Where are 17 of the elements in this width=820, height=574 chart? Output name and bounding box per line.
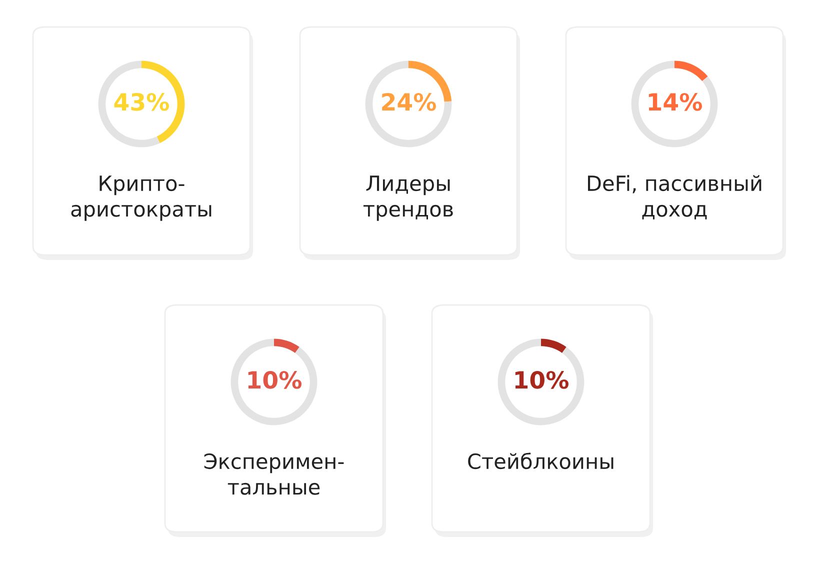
data-label: 14%	[648, 92, 702, 111]
text: Крипто- аристократы	[71, 176, 212, 221]
data-label: 10%	[515, 370, 569, 389]
donut-slice	[674, 60, 708, 82]
donut-slice	[631, 60, 718, 148]
text: Лидеры трендов	[363, 176, 453, 221]
donut-slice	[498, 338, 584, 426]
donut-slice	[365, 60, 452, 148]
donut-slice	[541, 338, 566, 353]
text: DeFi, пассивный доход	[588, 175, 762, 220]
text: Эксперимен- тальные	[204, 453, 344, 495]
data-label: 43%	[114, 92, 170, 111]
donut-slice	[274, 338, 300, 353]
donut-slice	[230, 338, 318, 426]
text: Стейблкоины	[468, 452, 614, 470]
data-label: 10%	[248, 370, 302, 389]
data-label: 24%	[382, 92, 436, 111]
